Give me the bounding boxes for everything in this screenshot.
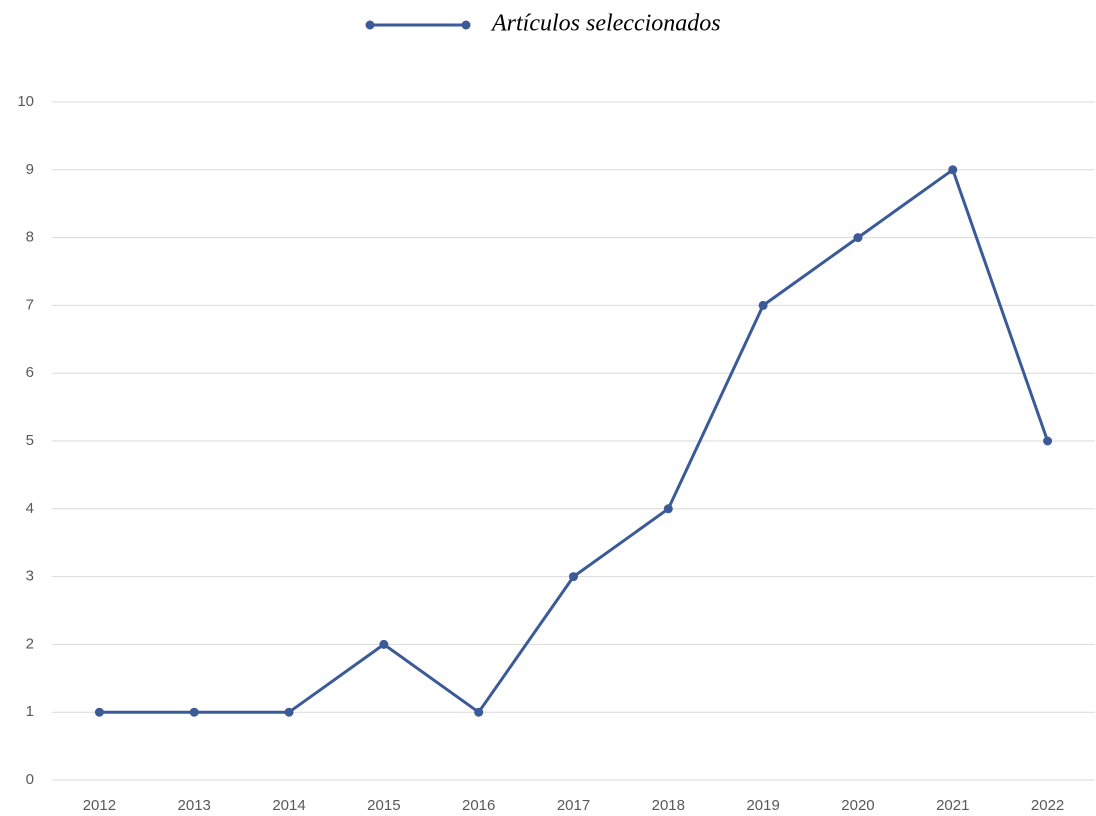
point — [284, 707, 294, 717]
point — [1043, 436, 1053, 446]
x-tick-label: 2015 — [367, 797, 400, 814]
y-tick-label: 7 — [26, 296, 34, 313]
point — [569, 572, 578, 582]
x-tick-label: 2022 — [1031, 797, 1064, 814]
legend-marker — [365, 20, 375, 30]
y-tick-label: 8 — [26, 229, 34, 246]
legend-marker — [461, 20, 471, 30]
y-tick-label: 10 — [17, 93, 34, 110]
point — [853, 233, 863, 243]
point — [663, 504, 673, 514]
y-tick-label: 6 — [26, 364, 34, 381]
point — [379, 639, 389, 649]
y-tick-label: 5 — [26, 432, 34, 449]
y-tick-label: 1 — [26, 703, 34, 720]
y-tick-label: 9 — [26, 161, 34, 178]
y-tick-label: 2 — [26, 635, 34, 652]
x-tick-label: 2020 — [841, 797, 874, 814]
y-tick-label: 4 — [26, 500, 34, 517]
point — [189, 707, 199, 717]
x-tick-label: 2017 — [557, 797, 590, 814]
x-tick-label: 2016 — [462, 797, 495, 814]
x-tick-label: 2019 — [746, 797, 779, 814]
point — [474, 707, 484, 717]
legend-text: Artículos seleccionados — [490, 11, 721, 37]
point — [758, 300, 768, 310]
x-tick-label: 2014 — [272, 797, 305, 814]
x-tick-label: 2013 — [178, 797, 211, 814]
point — [948, 165, 958, 175]
y-tick-label: 0 — [26, 771, 34, 788]
y-tick-label: 3 — [26, 568, 34, 585]
x-tick-label: 2018 — [652, 797, 685, 814]
x-tick-label: 2012 — [83, 797, 116, 814]
x-tick-label: 2021 — [936, 797, 969, 814]
point — [94, 707, 104, 717]
